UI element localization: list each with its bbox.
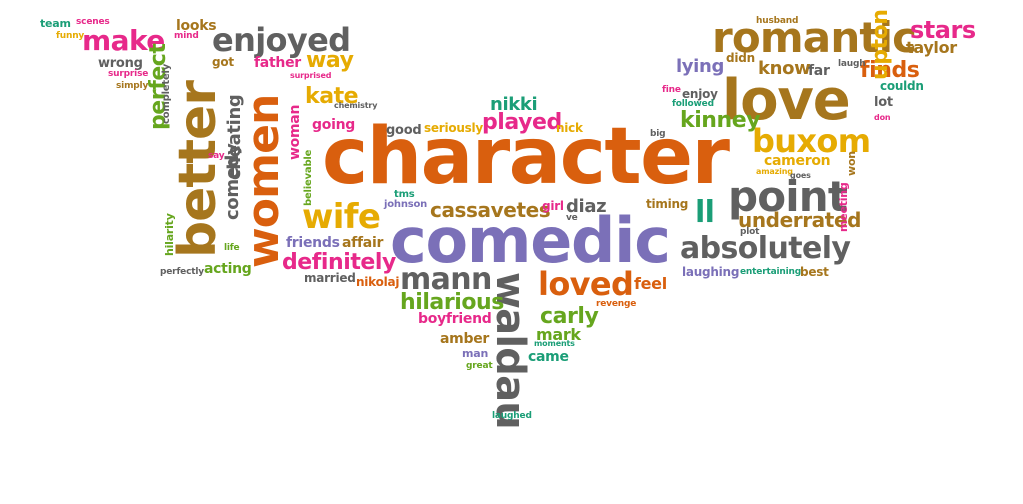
word-hilarity: hilarity xyxy=(163,213,176,256)
word-lot: lot xyxy=(874,95,893,110)
word-upton: upton xyxy=(868,9,893,80)
word-love: love xyxy=(722,68,851,133)
word-laughed: laughed xyxy=(492,411,532,421)
word-amazing: amazing xyxy=(756,167,793,176)
word-man: man xyxy=(462,347,489,360)
word-best: best xyxy=(800,265,829,279)
word-point: point xyxy=(728,172,848,221)
word-got: got xyxy=(212,55,234,69)
word-romantic: romantic xyxy=(712,13,917,62)
word-carly: carly xyxy=(540,304,599,329)
word-kinney: kinney xyxy=(680,108,761,133)
word-seriously: seriously xyxy=(424,121,484,135)
word-comedy: comedy xyxy=(222,143,243,220)
word-meeting: meeting xyxy=(837,182,850,232)
word-wrong: wrong xyxy=(98,56,143,71)
word-nick: nick xyxy=(556,121,583,135)
word-tms: tms xyxy=(394,189,415,200)
word-kate: kate xyxy=(305,84,359,109)
word-husband: husband xyxy=(756,16,799,26)
word-ve: ve xyxy=(566,213,578,223)
word-nikki: nikki xyxy=(490,94,538,115)
word-couldn: couldn xyxy=(880,79,924,93)
word-definitely: definitely xyxy=(282,250,396,275)
word-laughing: laughing xyxy=(682,265,740,279)
word-came: came xyxy=(528,349,569,365)
word-great: great xyxy=(466,361,493,371)
word-nikolaj: nikolaj xyxy=(356,275,400,289)
word-revenge: revenge xyxy=(596,299,637,309)
word-simply: simply xyxy=(116,81,149,91)
word-cameron: cameron xyxy=(764,153,831,169)
word-surprised: surprised xyxy=(290,71,332,80)
word-chemistry: chemistry xyxy=(334,101,378,110)
word-mind: mind xyxy=(174,31,199,41)
word-feel: feel xyxy=(634,274,667,293)
word-far: far xyxy=(808,63,830,79)
word-enjoy: enjoy xyxy=(682,87,718,101)
word-good: good xyxy=(386,123,422,138)
word-surprise: surprise xyxy=(108,69,149,79)
word-taylor: taylor xyxy=(906,38,957,57)
word-women: women xyxy=(238,94,289,269)
word-life: life xyxy=(224,243,240,253)
word-looks: looks xyxy=(176,18,217,34)
word-way: way xyxy=(306,48,354,73)
word-johnson: johnson xyxy=(384,199,428,210)
word-make: make xyxy=(82,24,165,57)
word-won: won xyxy=(845,151,858,176)
word-affair: affair xyxy=(342,235,384,251)
word-didn: didn xyxy=(726,51,755,65)
word-cassavetes: cassavetes xyxy=(430,198,551,222)
word-entertaining: entertaining xyxy=(740,267,801,277)
word-going: going xyxy=(312,117,356,133)
word-played: played xyxy=(482,110,562,135)
word-father: father xyxy=(254,55,301,71)
word-enjoyed: enjoyed xyxy=(212,21,351,59)
word-finds: finds xyxy=(860,58,920,83)
word-team: team xyxy=(40,17,71,30)
word-big: big xyxy=(650,129,666,139)
word-boyfriend: boyfriend xyxy=(418,311,492,327)
word-goes: goes xyxy=(790,171,811,180)
word-say: say xyxy=(208,151,225,161)
word-amber: amber xyxy=(440,331,490,347)
word-character: character xyxy=(322,112,730,202)
word-timing: timing xyxy=(646,197,689,211)
word-fine: fine xyxy=(662,85,681,95)
word-loved: loved xyxy=(538,265,634,303)
word-better: better xyxy=(168,81,228,258)
word-underrated: underrated xyxy=(738,208,862,232)
word-comedic: comedic xyxy=(390,204,671,277)
word-diaz: diaz xyxy=(566,196,607,217)
word-completely: completely xyxy=(161,63,172,124)
word-stars: stars xyxy=(910,16,976,44)
word-hilarious: hilarious xyxy=(400,290,504,315)
word-perfectly: perfectly xyxy=(160,267,204,277)
word-ll: ll xyxy=(695,195,715,230)
word-mark: mark xyxy=(536,325,581,344)
word-don: don xyxy=(874,113,891,122)
word-acting: acting xyxy=(204,261,252,277)
word-mann: mann xyxy=(400,262,492,297)
word-wife: wife xyxy=(302,197,381,237)
word-woman: woman xyxy=(287,104,303,160)
word-absolutely: absolutely xyxy=(680,231,851,266)
word-plot: plot xyxy=(740,227,760,237)
word-lying: lying xyxy=(676,56,724,77)
word-married: married xyxy=(304,271,356,285)
word-moments: moments xyxy=(534,339,575,348)
word-girl: girl xyxy=(542,199,564,213)
word-followed: followed xyxy=(672,99,714,109)
word-buxom: buxom xyxy=(752,122,871,160)
word-funny: funny xyxy=(56,31,85,41)
word-believable: believable xyxy=(303,149,314,206)
word-know: know xyxy=(758,58,811,79)
word-friends: friends xyxy=(286,235,340,251)
word-scenes: scenes xyxy=(76,17,110,27)
word-laugh: laugh xyxy=(838,59,866,69)
